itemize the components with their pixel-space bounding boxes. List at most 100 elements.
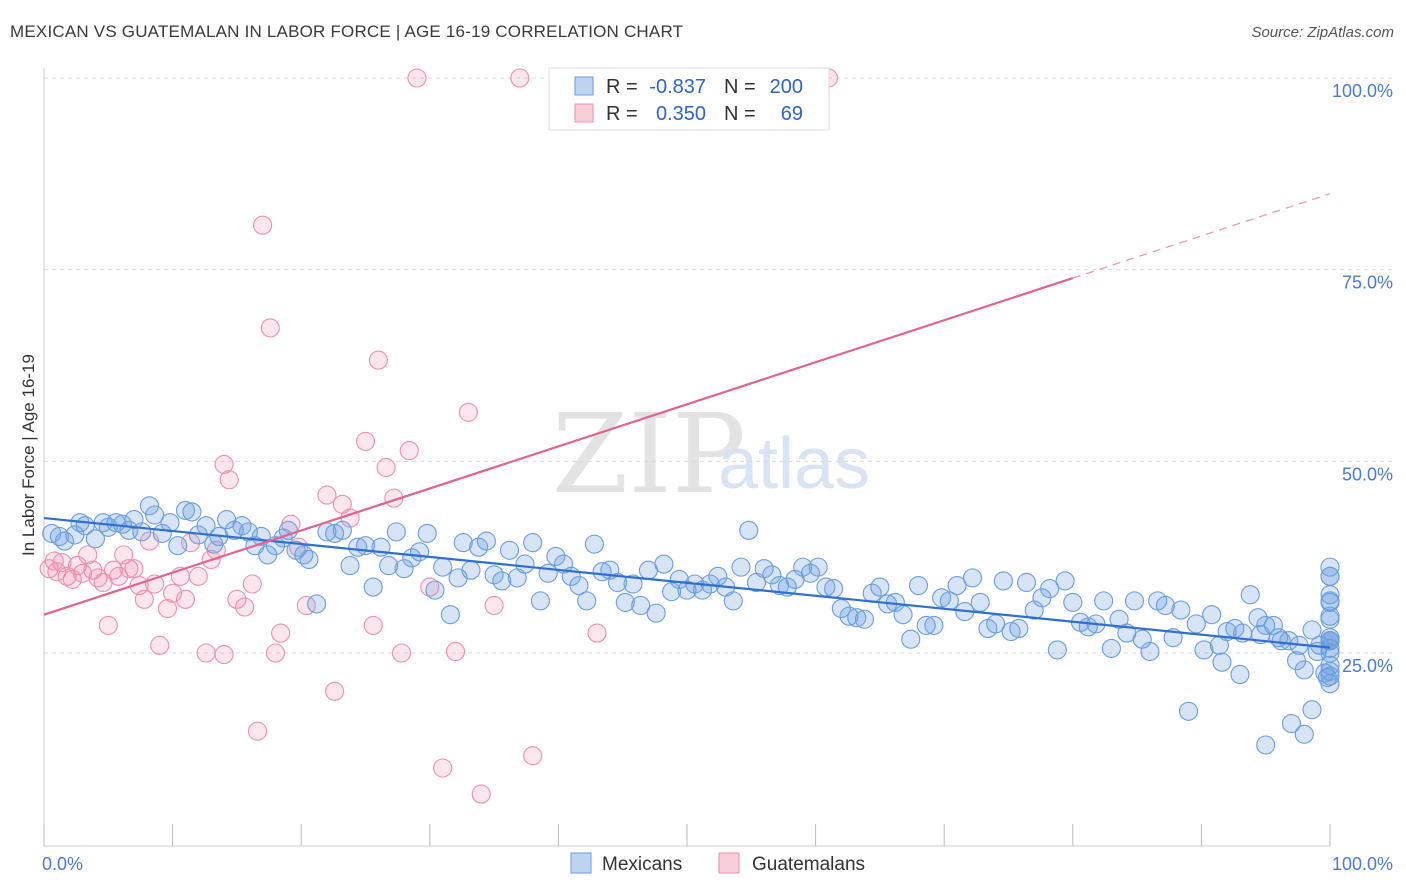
legend-n-label-guatemalans: N = (724, 103, 756, 125)
guatemalans-point (214, 454, 234, 474)
mexicans-point (348, 537, 368, 557)
y-tick-label: 75.0% (1342, 273, 1393, 293)
mexicans-point (386, 522, 406, 542)
mexicans-point (1315, 663, 1335, 683)
legend-n-value-mexicans: 200 (770, 76, 803, 98)
mexicans-point (402, 548, 422, 568)
guatemalans-point (98, 615, 118, 635)
mexicans-point (831, 598, 851, 619)
mexicans-point (1320, 606, 1340, 626)
mexicans-point (569, 575, 589, 596)
guatemalans-point (271, 623, 291, 643)
mexicans-point (1178, 701, 1199, 721)
mexicans-point (916, 615, 936, 635)
mexicans-point (278, 520, 298, 540)
mexicans-point (433, 557, 453, 577)
grid-lines (44, 77, 1392, 654)
guatemalans-point (175, 589, 196, 609)
mexicans-point (870, 577, 890, 597)
mexicans-point (175, 500, 196, 520)
mexicans-point (1302, 620, 1322, 640)
mexicans-point (1140, 641, 1160, 662)
chart-title: MEXICAN VS GUATEMALAN IN LABOR FORCE | A… (10, 22, 684, 41)
guatemalans-point (109, 566, 129, 586)
mexicans-point (947, 575, 967, 596)
mexicans-point (530, 591, 550, 611)
mexicans-point (1047, 640, 1067, 660)
series-legend: Mexicans Guatemalans (570, 852, 865, 875)
mexicans-point (1320, 591, 1340, 611)
guatemalans-point (355, 431, 376, 451)
mexicans-point (662, 582, 682, 602)
mexicans-point (145, 505, 165, 525)
guatemalans-point (368, 350, 388, 370)
legend-r-label-guatemalans: R = (606, 103, 638, 125)
mexicans-point (1124, 591, 1145, 611)
mexicans-point (1194, 640, 1214, 660)
mexicans-point (677, 580, 697, 600)
watermark-zip: ZIP (552, 390, 746, 518)
mexicans-point (453, 533, 473, 553)
guatemalans-point (445, 641, 466, 662)
legend-n-label-mexicans: N = (724, 76, 756, 98)
guatemalans-point (119, 559, 139, 579)
mexicans-point (299, 549, 319, 570)
mexicans-point (417, 523, 437, 543)
guatemalans-point (247, 721, 268, 741)
guatemalans-point (363, 615, 383, 635)
mexicans-point (476, 531, 496, 551)
mexicans-point (1171, 600, 1191, 620)
mexicans-point (160, 513, 180, 533)
mexicans-point (1063, 592, 1083, 612)
mexicans-point (409, 542, 430, 562)
y-tick-label: 50.0% (1342, 464, 1393, 484)
mexicans-point (492, 571, 512, 591)
mexicans-point (608, 572, 628, 593)
guatemalans-point (188, 566, 208, 586)
mexicans-point (124, 510, 144, 530)
mexicans-point (824, 579, 844, 599)
mexicans-point (1248, 608, 1268, 628)
mexicans-point (499, 540, 520, 560)
mexicans-point (1101, 638, 1121, 658)
mexicans-point (1256, 615, 1276, 635)
y-axis-label: In Labor Force | Age 16-19 (19, 354, 38, 556)
mexicans-point (723, 591, 743, 611)
mexicans-point (85, 529, 105, 549)
guatemalans-point (265, 643, 286, 663)
mexicans-point (1001, 621, 1021, 642)
mexicans-point (523, 533, 543, 553)
series-legend-label-mexicans: Mexicans (602, 854, 682, 875)
mexicans-point (739, 520, 759, 540)
mexicans-point (654, 554, 674, 574)
mexicans-point (577, 591, 597, 611)
mexicans-point (1320, 666, 1340, 686)
mexicans-point (546, 546, 566, 566)
mexicans-point (1132, 629, 1152, 649)
guatemalans-point (47, 562, 67, 582)
correlation-legend: R = -0.837 N = 200 R = 0.350 N = 69 (548, 67, 830, 131)
guatemalans-point (103, 560, 123, 580)
mexicans-point (1320, 585, 1340, 605)
mexicans-point (847, 608, 867, 628)
chart-source: Source: ZipAtlas.com (1251, 24, 1394, 41)
guatemalans-point (124, 559, 144, 579)
mexicans-point (631, 595, 651, 616)
mexicans-point (669, 569, 689, 589)
mexicans-point (1055, 571, 1075, 591)
mexicans-point (1040, 579, 1060, 599)
guatemalans-point (458, 402, 478, 422)
mexicans-point (332, 520, 352, 540)
mexicans-point (553, 554, 574, 574)
legend-n-value-guatemalans: 69 (781, 103, 803, 125)
guatemalans-point (433, 758, 453, 778)
mexicans-point (168, 536, 188, 556)
mexicans-point (962, 568, 983, 588)
guatemalans-point (219, 470, 239, 490)
mexicans-point (1320, 631, 1340, 651)
mexicans-point (1212, 652, 1232, 672)
legend-box (548, 67, 830, 131)
guatemalans-point (134, 589, 154, 609)
mexicans-point (340, 556, 360, 576)
guatemalans-point (78, 545, 98, 565)
